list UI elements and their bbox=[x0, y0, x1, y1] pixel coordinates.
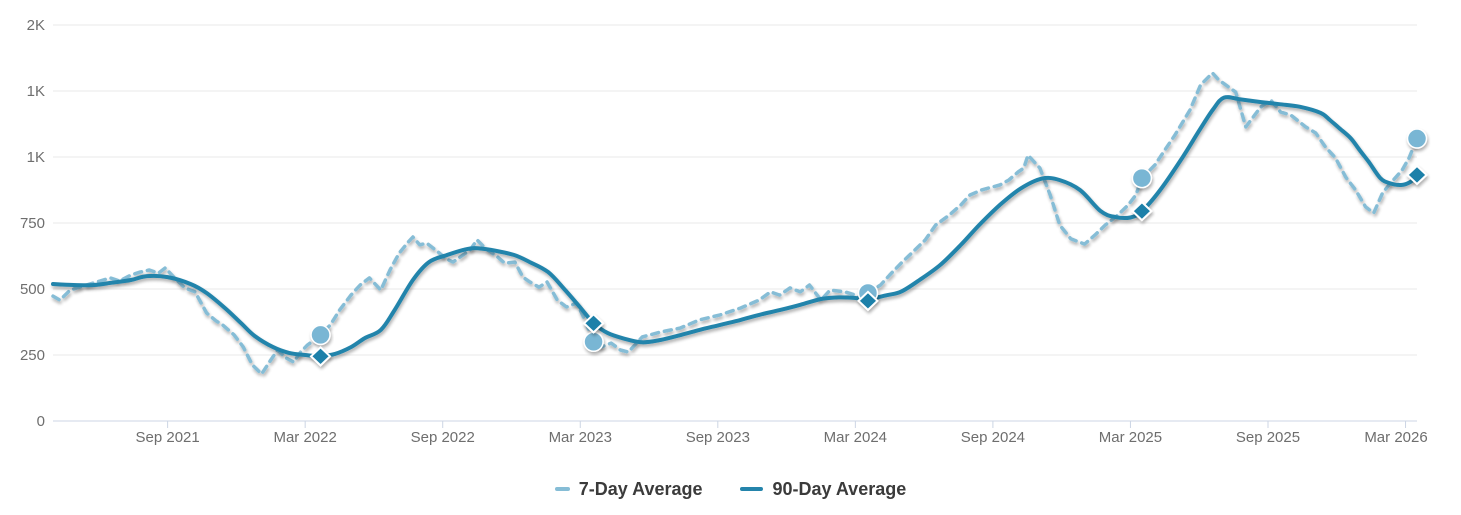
y-axis-label: 2K bbox=[27, 17, 45, 34]
legend-label-7-day-average: 7-Day Average bbox=[578, 478, 703, 499]
marker-circle-7-day-average[interactable] bbox=[1131, 167, 1153, 189]
legend-label-90-day-average: 90-Day Average bbox=[772, 478, 907, 499]
x-axis-label: Sep 2021 bbox=[136, 429, 200, 446]
x-axis-label: Sep 2025 bbox=[1236, 429, 1300, 446]
marker-diamond-90-day-average[interactable] bbox=[1406, 164, 1428, 186]
x-axis-label: Sep 2023 bbox=[686, 429, 750, 446]
series-line-90-day-average bbox=[51, 95, 1419, 359]
x-axis-label: Sep 2022 bbox=[411, 429, 475, 446]
marker-circle-7-day-average[interactable] bbox=[583, 331, 604, 353]
y-axis-label: 750 bbox=[20, 215, 45, 232]
marker-diamond-90-day-average[interactable] bbox=[309, 345, 332, 367]
axes-group: 0 250 500 750 1K 1K 2K Sep 2021 Mar 2022 Sep 2022… bbox=[20, 17, 1428, 446]
markers-group bbox=[309, 128, 1428, 367]
marker-diamond-90-day-average[interactable] bbox=[857, 290, 879, 312]
y-axis-label: 1K bbox=[27, 83, 45, 100]
marker-diamond-90-day-average[interactable] bbox=[582, 312, 605, 334]
y-axis-label: 250 bbox=[20, 347, 45, 364]
marker-circle-7-day-average[interactable] bbox=[1406, 128, 1428, 149]
legend-item-7-day-average[interactable]: 7-Day Average bbox=[554, 478, 703, 500]
marker-diamond-90-day-average[interactable] bbox=[1130, 200, 1153, 222]
x-axis-label: Mar 2026 bbox=[1364, 429, 1427, 446]
series-line-7-day-average bbox=[51, 71, 1419, 376]
x-axis-label: Sep 2024 bbox=[961, 429, 1025, 446]
y-axis-label: 0 bbox=[37, 413, 45, 430]
legend-item-90-day-average[interactable]: 90-Day Average bbox=[740, 479, 906, 500]
x-axis-label: Mar 2025 bbox=[1099, 429, 1162, 446]
90-day-average-swatch-icon bbox=[740, 487, 764, 491]
7-day-average-swatch-icon bbox=[554, 487, 570, 491]
gridlines-group bbox=[53, 24, 1417, 422]
y-axis-label: 500 bbox=[20, 281, 45, 298]
x-axis-label: Mar 2023 bbox=[549, 429, 612, 446]
y-axis-label: 1K bbox=[27, 149, 45, 166]
chart-legend: 7-Day Average 90-Day Average bbox=[0, 474, 1461, 504]
x-axis-label: Mar 2024 bbox=[824, 429, 887, 446]
series-group bbox=[51, 71, 1419, 376]
marker-circle-7-day-average[interactable] bbox=[310, 324, 331, 346]
x-axis-label: Mar 2022 bbox=[273, 429, 336, 446]
chart-container: 0 250 500 750 1K 1K 2K Sep 2021 Mar 2022 Sep 2022… bbox=[0, 0, 1461, 504]
chart-canvas[interactable]: 0 250 500 750 1K 1K 2K Sep 2021 Mar 2022 Sep 2022… bbox=[0, 0, 1461, 460]
